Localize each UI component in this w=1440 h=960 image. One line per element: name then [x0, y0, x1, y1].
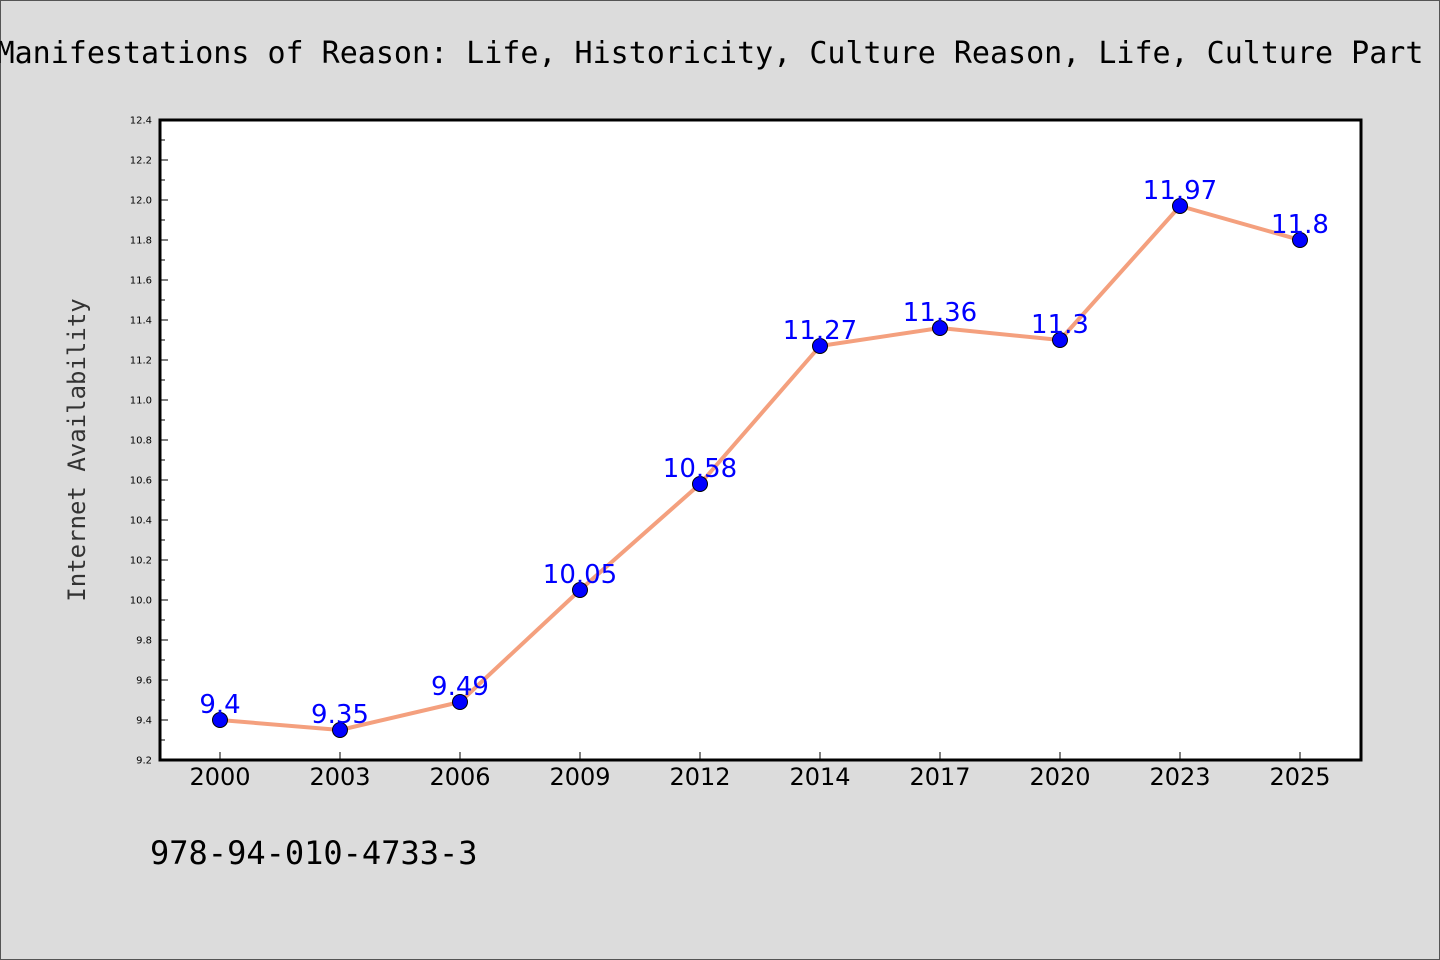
data-point: [1292, 232, 1308, 248]
data-point: [452, 694, 468, 710]
isbn-text: 978-94-010-4733-3: [150, 834, 478, 872]
data-point: [932, 320, 948, 336]
x-tick-label: 2012: [669, 763, 730, 791]
data-point: [692, 476, 708, 492]
y-tick-label: 10.8: [130, 436, 152, 447]
y-tick-label: 9.2: [136, 756, 152, 767]
data-label: 9.4: [199, 690, 240, 720]
data-label: 10.58: [663, 454, 737, 484]
data-label: 9.49: [431, 672, 489, 702]
x-tick-label: 2003: [309, 763, 370, 791]
series-layer: 9.4 9.35 9.49 10.05 10.58 11.27 11.36 11.3 11.97…: [199, 176, 1329, 738]
y-tick-label: 10.4: [130, 516, 152, 527]
data-point: [1172, 198, 1188, 214]
data-point: [572, 582, 588, 598]
data-label: 10.05: [543, 560, 617, 590]
y-tick-label: 11.2: [130, 356, 152, 367]
y-tick-label: 9.4: [136, 716, 152, 727]
plot-area: [158, 118, 1363, 762]
data-label: 11.97: [1143, 176, 1217, 206]
chart-title: Manifestations of Reason: Life, Historic…: [0, 36, 1423, 71]
y-tick-label: 12.2: [130, 156, 152, 167]
x-tick-label: 2017: [909, 763, 970, 791]
x-tick-label: 2009: [549, 763, 610, 791]
x-tick-label: 2023: [1149, 763, 1210, 791]
data-point: [812, 338, 828, 354]
y-tick-label: 12.0: [130, 196, 152, 207]
x-axis: 2000 2003 2006 2009 2012 2014 2017 2020 2023 2025: [189, 752, 1331, 791]
y-tick-label: 9.8: [136, 636, 152, 647]
x-tick-label: 2025: [1269, 763, 1330, 791]
y-tick-label: 11.8: [130, 236, 152, 247]
x-tick-label: 2000: [189, 763, 250, 791]
y-axis-label: Internet Availability: [63, 298, 91, 601]
data-point: [1052, 332, 1068, 348]
y-tick-label: 11.6: [130, 276, 152, 287]
x-tick-label: 2020: [1029, 763, 1090, 791]
data-label: 11.3: [1031, 310, 1089, 340]
y-tick-label: 10.0: [130, 596, 152, 607]
data-label: 9.35: [311, 700, 369, 730]
data-label: 11.27: [783, 316, 857, 346]
data-label: 11.36: [903, 298, 977, 328]
y-tick-label: 12.4: [130, 116, 152, 127]
y-tick-label: 10.6: [130, 476, 152, 487]
y-tick-label: 11.4: [130, 316, 152, 327]
y-axis: 9.2 9.4 9.6 9.8 10.0 10.2 10.4 10.6 10.8 11.0 11.2…: [130, 116, 168, 767]
x-tick-label: 2006: [429, 763, 490, 791]
series-line: [219, 204, 1301, 732]
data-point: [212, 712, 228, 728]
y-tick-label: 11.0: [130, 396, 152, 407]
x-tick-label: 2014: [789, 763, 850, 791]
data-label: 11.8: [1271, 210, 1329, 240]
y-tick-label: 10.2: [130, 556, 152, 567]
data-point: [332, 722, 348, 738]
y-tick-label: 9.6: [136, 676, 152, 687]
